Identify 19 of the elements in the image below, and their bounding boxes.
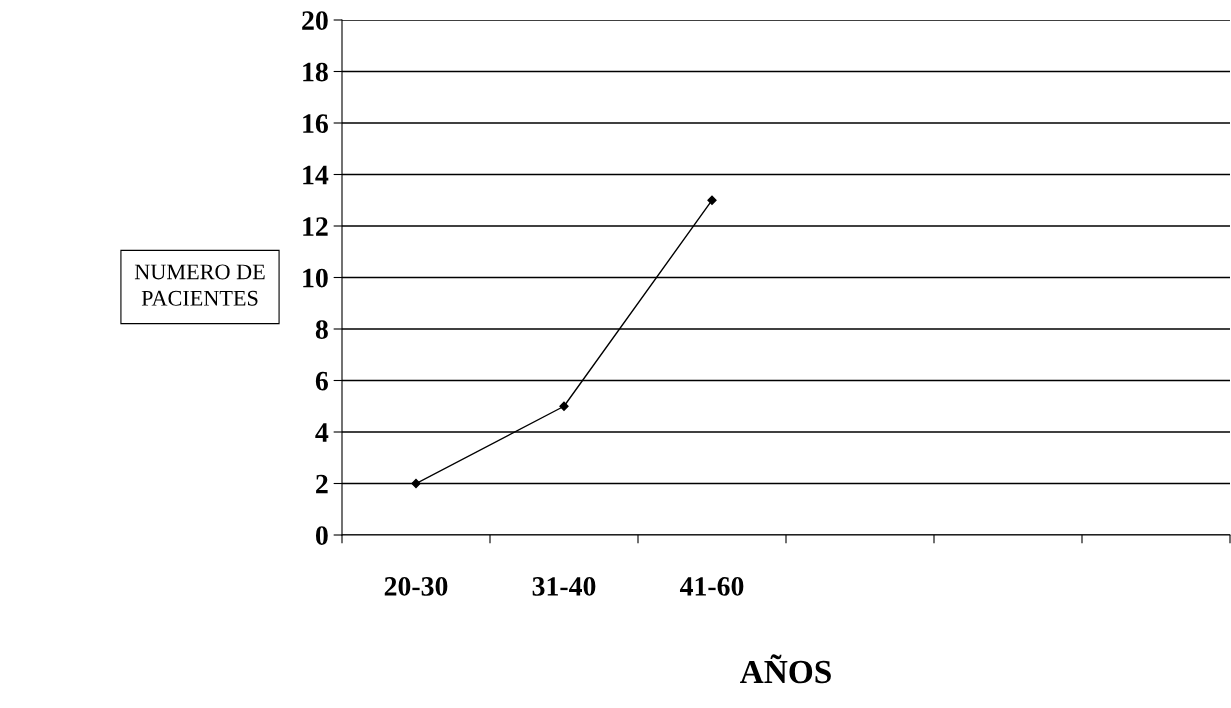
y-tick-label: 12 xyxy=(303,217,328,236)
y-axis-title: NUMERO DE PACIENTES xyxy=(134,264,265,306)
y-tick-label: 16 xyxy=(303,114,328,133)
y-tick-label: 14 xyxy=(303,165,329,185)
y-tick-label: 2 xyxy=(316,474,328,494)
point xyxy=(707,195,717,205)
y-tick-label: 20 xyxy=(302,11,328,30)
x-axis-title: AÑOS xyxy=(740,654,831,684)
y-tick-label: 6 xyxy=(315,371,328,391)
point xyxy=(411,478,421,489)
y-tick-label: 8 xyxy=(315,320,328,339)
y-tick-label: 10 xyxy=(303,268,328,288)
point xyxy=(559,401,569,411)
y-tick-label: 18 xyxy=(303,62,328,82)
y-tick-label: 0 xyxy=(315,526,328,545)
y-tick-label: 4 xyxy=(315,423,329,442)
x-tick-label: 20-30 xyxy=(384,577,448,596)
x-tick-label: 41-60 xyxy=(679,577,744,596)
x-tick-label: 31-40 xyxy=(532,577,596,596)
